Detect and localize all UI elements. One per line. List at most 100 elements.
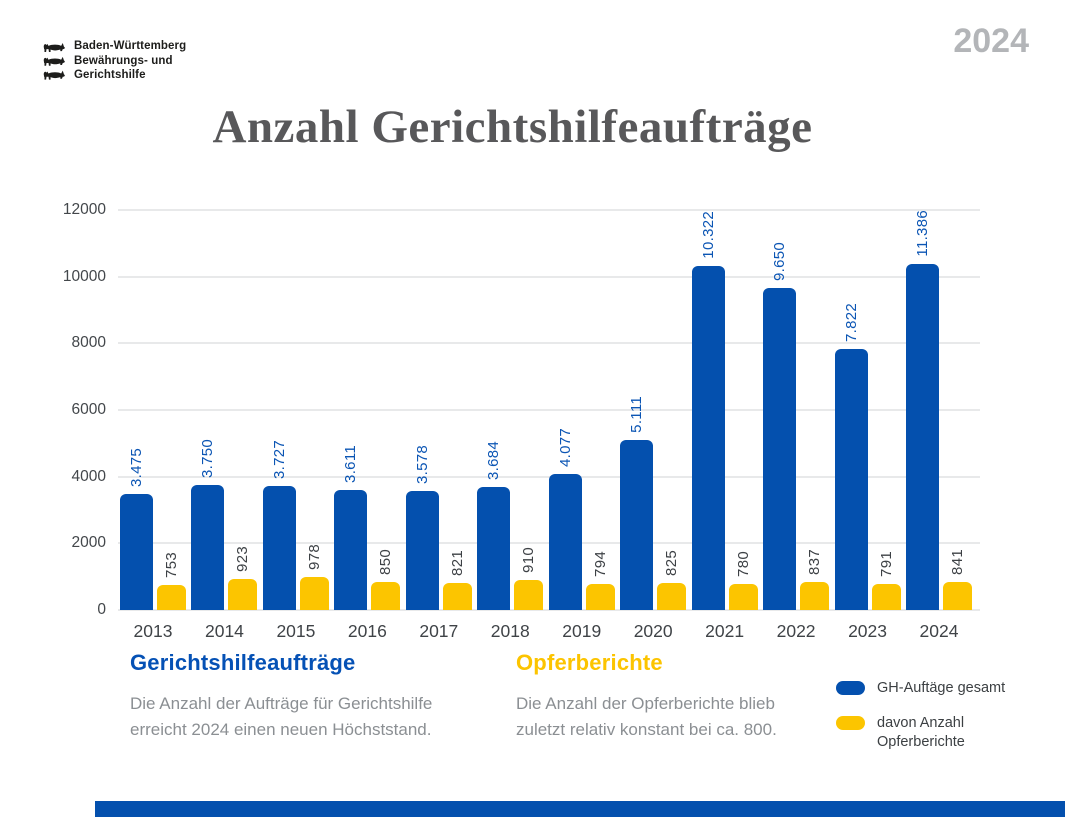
bar-value-label: 850 [377,548,395,575]
bar-column-2017-series1: 821 [442,210,472,610]
x-axis-tick-2023: 2023 [848,621,887,641]
bar-column-2023-series0: 7.822 [834,210,868,610]
chart-legend: GH-Auftäge gesamt davon Anzahl Opferberic… [836,679,1005,753]
bar-value-label: 9.650 [771,242,789,282]
bar-group-2024: 11.386 841 2024 [905,210,972,641]
legend-swatch-0 [836,681,865,695]
x-axis-tick-2021: 2021 [705,621,745,641]
bar-group-2015: 3.727 978 2015 [262,210,329,641]
gridline-6000 [118,409,980,411]
bar-2021-gesamt [691,265,725,610]
bar-column-2023-series1: 791 [871,210,901,610]
bar-value-label: 923 [234,546,252,573]
legend-item-1: davon Anzahl Opferberichte [836,714,1005,753]
bar-2024-gesamt [905,263,939,610]
section-gerichtshilfeauftraege: Gerichtshilfeaufträge Die Anzahl der Auf… [130,650,470,744]
bar-group-2014: 3.750 923 2014 [191,210,258,641]
bar-2015-opferberichte [299,577,329,610]
page-title: Anzahl Gerichtshilfeaufträge [212,101,813,153]
section-left-body: Die Anzahl der Aufträge für Gerichtshilf… [130,694,433,740]
bar-column-2019-series1: 794 [585,210,615,610]
bar-column-2022-series1: 837 [800,210,830,610]
bar-column-2013-series1: 753 [157,210,186,610]
bar-2024-opferberichte [942,581,972,610]
bar-2022-gesamt [763,288,797,610]
x-axis-tick-2014: 2014 [204,621,244,641]
x-axis-tick-2019: 2019 [562,621,602,641]
legend-label-1: davon Anzahl Opferberichte [877,714,965,751]
org-logo: Baden-Württemberg Bewährungs- und Gerich… [40,39,186,83]
legend-item-0: GH-Auftäge gesamt [836,679,1005,699]
bar-2023-opferberichte [871,583,901,610]
bar-2015-gesamt [262,485,296,610]
year-badge: 2024 [953,22,1029,60]
baden-wuerttemberg-lions-icon [43,42,65,80]
bar-2013-opferberichte [157,584,186,610]
bar-2013-gesamt [120,494,153,610]
bar-value-label: 3.684 [485,441,503,481]
bar-value-label: 837 [806,549,824,576]
bar-column-2022-series0: 9.650 [763,210,797,610]
bar-column-2016-series0: 3.611 [334,210,368,610]
bar-2020-opferberichte [657,582,687,610]
bar-value-label: 7.822 [842,303,860,343]
bar-group-2023: 7.822 791 2023 [834,210,901,641]
x-axis-tick-2020: 2020 [633,621,673,641]
section-left-heading: Gerichtshilfeaufträge [130,650,356,675]
bar-value-label: 10.322 [699,211,717,259]
x-axis-tick-2013: 2013 [133,621,173,641]
logo-line-2: Bewährungs- und [74,54,173,67]
bar-column-2020-series0: 5.111 [620,210,654,610]
bar-2019-gesamt [548,474,582,610]
bar-2022-opferberichte [800,582,830,610]
bar-value-label: 841 [948,549,966,575]
section-right-heading: Opferberichte [516,650,663,675]
bar-column-2017-series0: 3.578 [405,210,439,610]
bar-chart: 0 2000 4000 6000 8000 10000 12000 3.475 753 2013 3… [63,201,980,641]
bar-column-2024-series0: 11.386 [905,210,939,610]
bar-2019-opferberichte [585,583,615,610]
bar-value-label: 4.077 [556,428,574,468]
bar-value-label: 3.611 [342,444,360,483]
bar-2020-gesamt [620,439,654,610]
bar-column-2019-series0: 4.077 [548,210,582,610]
bar-groups: 3.475 753 2013 3.750 923 2014 3.727 978 2015 3.61… [120,210,972,641]
bar-value-label: 794 [591,550,609,577]
y-axis-tick-6000: 6000 [71,401,106,418]
bar-column-2016-series1: 850 [371,210,401,610]
y-axis-tick-8000: 8000 [71,334,106,352]
bar-group-2017: 3.578 821 2017 [405,210,472,641]
bar-2016-gesamt [334,489,368,610]
bar-column-2015-series0: 3.727 [262,210,296,610]
bar-column-2018-series0: 3.684 [477,210,511,610]
bar-value-label: 11.386 [913,210,931,257]
y-axis-tick-2000: 2000 [71,534,106,552]
bar-2018-opferberichte [514,579,544,610]
bar-2017-gesamt [405,490,439,610]
bar-group-2020: 5.111 825 2020 [620,210,687,641]
bar-2016-opferberichte [371,581,401,610]
bar-value-label: 821 [448,549,466,576]
bar-column-2018-series1: 910 [514,210,544,610]
x-axis-tick-2022: 2022 [776,621,816,641]
bar-value-label: 3.750 [199,438,217,478]
y-axis-tick-10000: 10000 [62,267,106,285]
bar-value-label: 825 [663,549,681,576]
x-axis-tick-2016: 2016 [347,621,387,641]
bar-group-2013: 3.475 753 2013 [120,210,186,641]
y-axis-tick-4000: 4000 [71,467,106,485]
bar-value-label: 3.727 [270,439,288,479]
gridline-0 [118,609,980,611]
y-axis-tick-0: 0 [97,601,106,618]
bar-column-2020-series1: 825 [657,210,687,610]
bar-column-2014-series0: 3.750 [191,210,225,610]
bar-group-2021: 10.322 780 2021 [691,210,758,641]
gridline-10000 [118,275,980,278]
gridline-8000 [118,342,980,345]
bar-value-label: 3.578 [413,444,431,484]
x-axis-tick-2015: 2015 [276,621,316,641]
bar-column-2014-series1: 923 [228,210,258,610]
legend-swatch-1 [836,715,865,730]
bar-2021-opferberichte [728,584,758,610]
bar-value-label: 791 [877,550,895,577]
